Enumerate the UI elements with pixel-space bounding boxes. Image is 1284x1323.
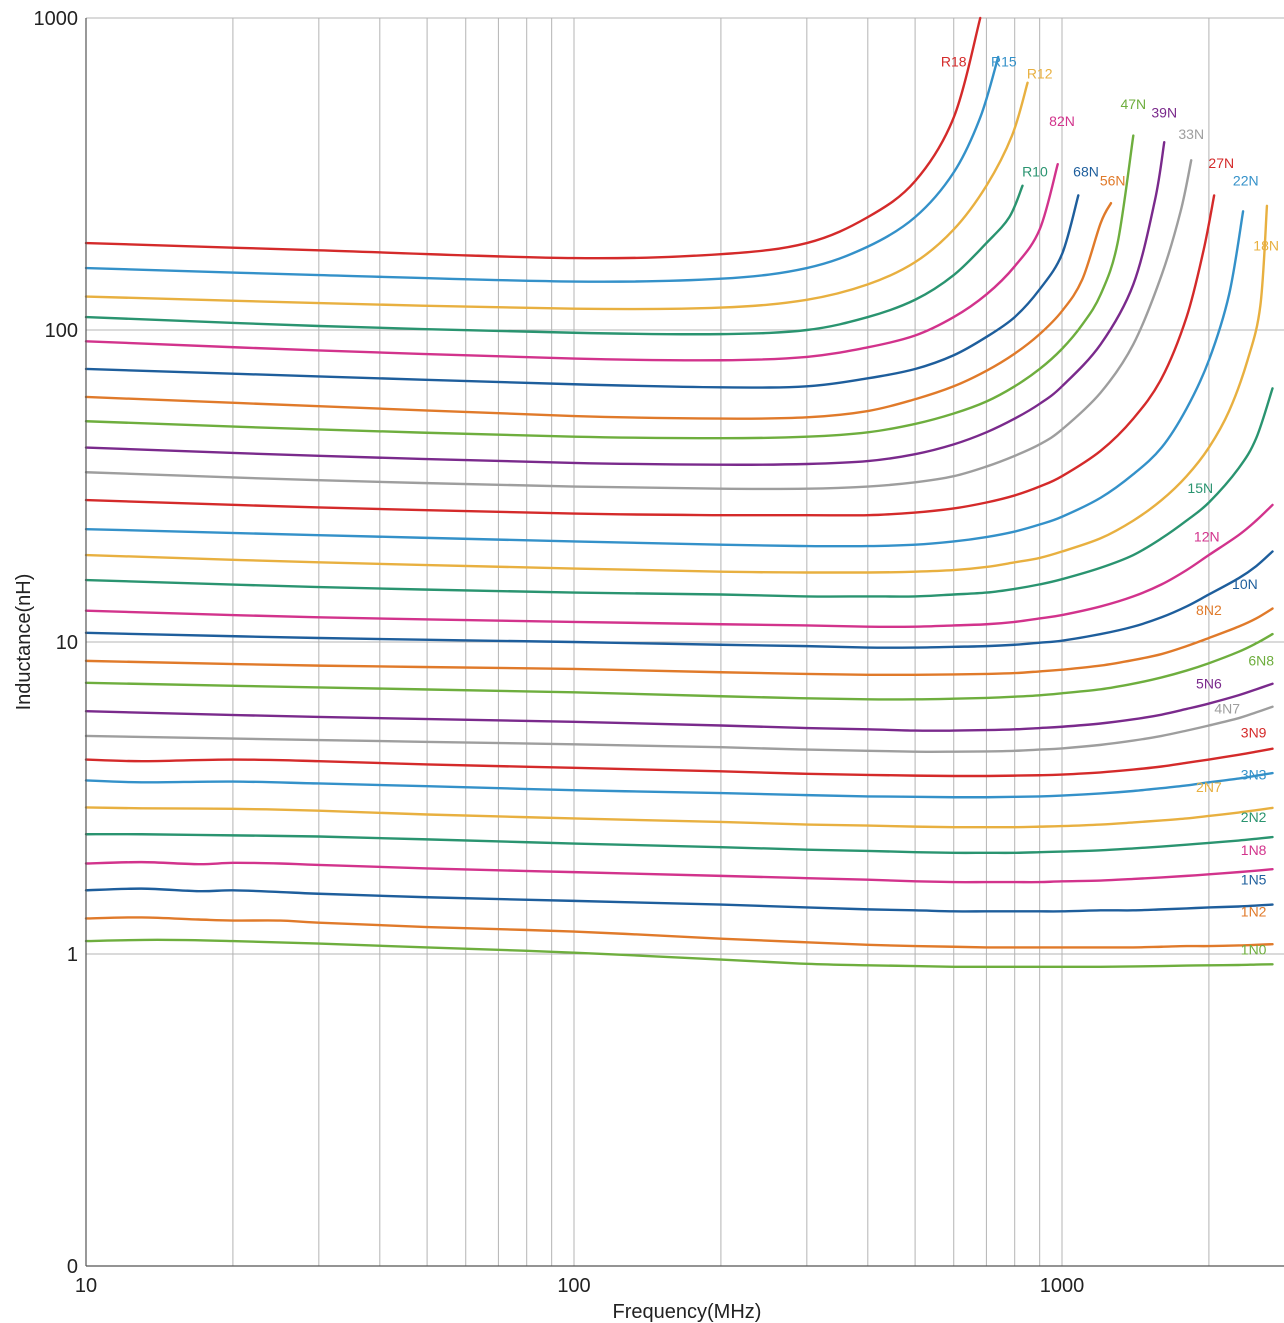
series-label-47n: 47N [1120, 96, 1146, 112]
axes [85, 18, 1284, 1267]
series-line-27n [84, 194, 1216, 517]
series-line-5n6 [84, 682, 1274, 732]
series-label-r12: R12 [1027, 65, 1053, 81]
series-line-39n [84, 140, 1166, 466]
series-line-22n [84, 210, 1245, 548]
series-line-33n [84, 159, 1193, 491]
series-line-8n2 [84, 607, 1274, 677]
series-line-2n7 [84, 806, 1274, 829]
series-label-22n: 22N [1233, 173, 1259, 189]
series-line-18n [84, 204, 1269, 574]
series-line-3n3 [84, 771, 1274, 799]
series-label-3n9: 3N9 [1241, 724, 1267, 740]
series-label-12n: 12N [1194, 528, 1220, 544]
series-label-4n7: 4N7 [1214, 700, 1240, 716]
x-axis-title: Frequency(MHz) [613, 1301, 762, 1323]
y-tick-label: 1 [67, 944, 78, 966]
series-label-3n3: 3N3 [1241, 767, 1267, 783]
series-label-r15: R15 [991, 53, 1017, 69]
y-tick-label: 10 [56, 632, 78, 654]
series-label-33n: 33N [1178, 126, 1204, 142]
series-line-2n2 [84, 832, 1274, 855]
series-label-r18: R18 [941, 53, 967, 69]
series-label-2n2: 2N2 [1241, 809, 1267, 825]
series-line-1n2 [84, 916, 1274, 949]
series-line-3n9 [84, 747, 1274, 778]
x-tick-label: 100 [557, 1275, 590, 1297]
series-line-12n [84, 503, 1274, 628]
series-label-27n: 27N [1208, 155, 1234, 171]
series-line-r15 [84, 55, 1000, 283]
series-line-1n8 [84, 860, 1274, 884]
series-label-1n8: 1N8 [1241, 842, 1267, 858]
series-label-15n: 15N [1187, 480, 1213, 496]
series-line-4n7 [84, 705, 1274, 753]
series-label-1n5: 1N5 [1241, 872, 1267, 888]
y-tick-label: 100 [45, 320, 78, 342]
series-line-56n [84, 201, 1113, 420]
series-label-82n: 82N [1049, 113, 1075, 129]
series-line-1n0 [84, 938, 1274, 969]
series-line-10n [84, 550, 1274, 649]
series-label-1n2: 1N2 [1241, 903, 1267, 919]
series-label-5n6: 5N6 [1196, 675, 1222, 691]
series-label-10n: 10N [1232, 576, 1258, 592]
series-label-18n: 18N [1253, 237, 1279, 253]
y-tick-label: 0 [67, 1256, 78, 1278]
series-line-47n [84, 134, 1135, 440]
y-axis-title: Inductance(nH) [13, 574, 35, 711]
x-tick-labels: 10 100 1000 [75, 1275, 1084, 1297]
series-label-56n: 56N [1100, 173, 1126, 189]
series-label-8n2: 8N2 [1196, 602, 1222, 618]
series-line-15n [84, 387, 1274, 598]
series-label-6n8: 6N8 [1248, 653, 1274, 669]
series-label-68n: 68N [1073, 164, 1099, 180]
x-tick-label: 1000 [1040, 1275, 1085, 1297]
series-label-2n7: 2N7 [1196, 779, 1222, 795]
series-line-r18 [84, 16, 982, 260]
series-line-82n [84, 162, 1059, 362]
y-tick-label: 1000 [34, 8, 79, 30]
series-label-39n: 39N [1151, 104, 1177, 120]
series-line-r12 [84, 81, 1029, 311]
series-label-r10: R10 [1022, 164, 1048, 180]
grid-lines [86, 17, 1284, 1266]
series-line-68n [84, 194, 1080, 389]
x-tick-label: 10 [75, 1275, 97, 1297]
series-line-6n8 [84, 632, 1274, 701]
series-lines [84, 16, 1274, 969]
series-line-r10 [84, 184, 1024, 336]
series-line-1n5 [84, 887, 1274, 913]
series-label-1n0: 1N0 [1241, 942, 1267, 958]
